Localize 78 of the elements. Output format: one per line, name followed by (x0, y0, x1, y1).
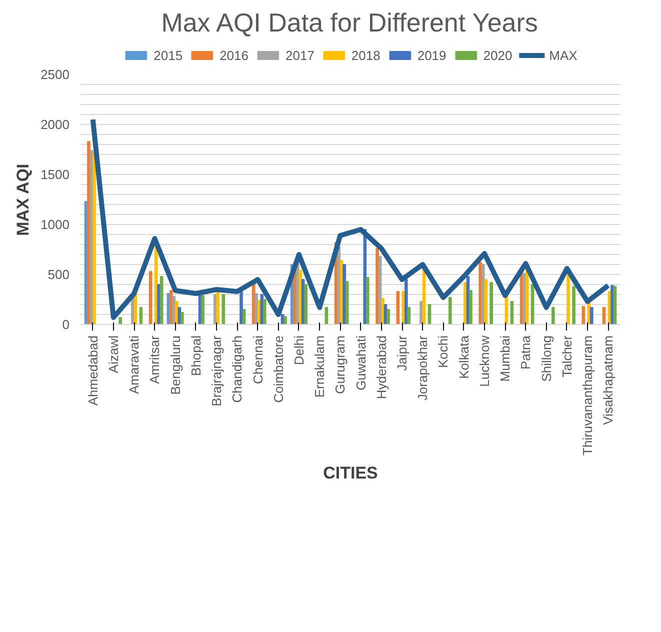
legend-label: 2020 (483, 47, 512, 63)
bar (260, 294, 264, 324)
x-tick-label: Ernakulam (312, 335, 328, 398)
bar (381, 298, 384, 324)
bar (222, 294, 226, 324)
legend-label: MAX (549, 47, 578, 63)
chart-title: Max AQI Data for Different Years (161, 8, 538, 38)
x-tick-label: Jaipur (394, 334, 410, 371)
bar (148, 271, 152, 324)
x-tick-label: Amaravati (126, 335, 142, 394)
x-tick-label: Kolkata (456, 334, 472, 379)
bar (396, 291, 400, 324)
x-tick-label: Brajrajnagar (209, 334, 224, 406)
x-tick-label: Bengaluru (168, 335, 183, 395)
x-tick-label: Coimbatore (270, 335, 286, 403)
legend-label: 2018 (351, 47, 380, 63)
x-tick-label: Chennai (250, 335, 266, 384)
x-tick-label: Bhopal (188, 335, 204, 376)
bar (201, 295, 204, 324)
bar (469, 290, 472, 324)
x-axis-title: CITIES (323, 463, 378, 482)
x-tick-label: Thiruvananthapuram (580, 335, 596, 456)
x-tick-label: Aizawl (106, 335, 121, 374)
x-tick-label: Gurugram (332, 335, 348, 394)
bar (386, 309, 390, 324)
bar (342, 264, 346, 324)
bar (366, 277, 370, 324)
bar (552, 307, 555, 324)
x-tick-label: Talcher (559, 334, 574, 378)
x-tick-label: Hyderabad (374, 335, 389, 400)
x-tick-label: Patna (518, 334, 534, 370)
bar (216, 290, 220, 324)
bar (87, 141, 90, 324)
bar (582, 306, 586, 324)
bar (118, 317, 122, 324)
x-tick-label: Kochi (436, 335, 451, 368)
legend-label: 2017 (285, 47, 314, 63)
legend-label: 2016 (220, 47, 248, 63)
y-tick-label: 0 (62, 317, 70, 332)
bar (170, 290, 173, 324)
bar (262, 299, 266, 324)
legend-label: 2015 (154, 47, 183, 63)
x-tick-label: Visakhapatnam (600, 336, 616, 425)
bar (484, 279, 488, 324)
bar (404, 279, 408, 324)
x-tick-label: Guwahati (353, 335, 368, 390)
x-tick-label: Shillong (538, 335, 554, 382)
x-tick-label: Ahmedabad (85, 335, 100, 406)
bar (175, 301, 178, 324)
bar (254, 293, 258, 324)
x-tick-label: Delhi (291, 335, 306, 366)
bar (345, 281, 349, 324)
bar (590, 307, 594, 324)
bar (180, 312, 184, 324)
x-tick-label: Chandigarh (230, 335, 245, 403)
x-tick-label: Mumbai (498, 335, 513, 382)
y-tick-label: 2500 (40, 67, 70, 82)
bar (92, 152, 96, 324)
bar (298, 270, 302, 324)
bar (566, 272, 570, 324)
bar (448, 297, 452, 324)
y-axis-title: MAX AQI (14, 164, 33, 236)
bar (407, 307, 411, 324)
x-tick-label: Amritsar (147, 334, 162, 384)
bar (572, 286, 576, 324)
y-tick-label: 500 (48, 267, 70, 282)
bar (284, 316, 287, 324)
y-tick-label: 1500 (40, 167, 70, 182)
bar (240, 291, 243, 324)
bar (304, 284, 308, 324)
bar (490, 282, 494, 324)
y-tick-label: 2000 (40, 117, 70, 132)
x-tick-label: Lucknow (476, 334, 492, 387)
bar (160, 276, 164, 324)
y-tick-label: 1000 (40, 217, 70, 232)
x-tick-label: Jorapokhar (415, 334, 430, 401)
bar (376, 248, 379, 324)
legend-label: 2019 (417, 47, 446, 63)
